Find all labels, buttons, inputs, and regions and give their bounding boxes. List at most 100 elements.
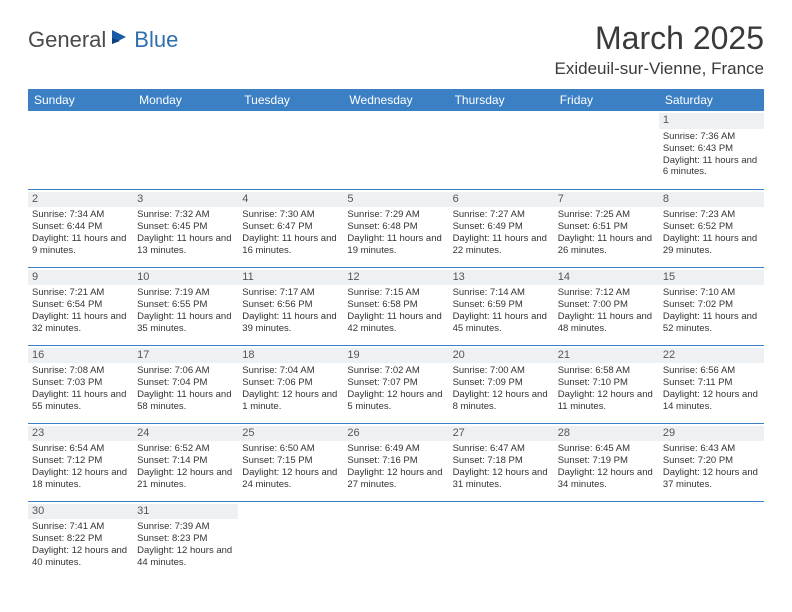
daylight-text: Daylight: 11 hours and 35 minutes. <box>137 311 234 335</box>
calendar-cell: 15Sunrise: 7:10 AMSunset: 7:02 PMDayligh… <box>659 267 764 345</box>
calendar-cell: 29Sunrise: 6:43 AMSunset: 7:20 PMDayligh… <box>659 423 764 501</box>
daylight-text: Daylight: 11 hours and 55 minutes. <box>32 389 129 413</box>
daylight-text: Daylight: 11 hours and 48 minutes. <box>558 311 655 335</box>
sunrise-text: Sunrise: 6:56 AM <box>663 365 760 377</box>
calendar-cell: 3Sunrise: 7:32 AMSunset: 6:45 PMDaylight… <box>133 189 238 267</box>
sunset-text: Sunset: 8:22 PM <box>32 533 129 545</box>
sunrise-text: Sunrise: 7:00 AM <box>453 365 550 377</box>
weekday-header: Thursday <box>449 89 554 111</box>
calendar-row: 30Sunrise: 7:41 AMSunset: 8:22 PMDayligh… <box>28 501 764 579</box>
day-number: 8 <box>659 192 764 208</box>
daylight-text: Daylight: 11 hours and 29 minutes. <box>663 233 760 257</box>
calendar-cell: 4Sunrise: 7:30 AMSunset: 6:47 PMDaylight… <box>238 189 343 267</box>
calendar-cell: 25Sunrise: 6:50 AMSunset: 7:15 PMDayligh… <box>238 423 343 501</box>
calendar-cell: 24Sunrise: 6:52 AMSunset: 7:14 PMDayligh… <box>133 423 238 501</box>
calendar-cell: 18Sunrise: 7:04 AMSunset: 7:06 PMDayligh… <box>238 345 343 423</box>
day-number: 1 <box>659 113 764 129</box>
calendar-table: Sunday Monday Tuesday Wednesday Thursday… <box>28 89 764 579</box>
day-number: 25 <box>238 426 343 442</box>
calendar-cell: 27Sunrise: 6:47 AMSunset: 7:18 PMDayligh… <box>449 423 554 501</box>
calendar-row: 23Sunrise: 6:54 AMSunset: 7:12 PMDayligh… <box>28 423 764 501</box>
sunrise-text: Sunrise: 7:34 AM <box>32 209 129 221</box>
title-block: March 2025 Exideuil-sur-Vienne, France <box>555 20 764 79</box>
daylight-text: Daylight: 11 hours and 58 minutes. <box>137 389 234 413</box>
calendar-cell: 19Sunrise: 7:02 AMSunset: 7:07 PMDayligh… <box>343 345 448 423</box>
sunset-text: Sunset: 6:58 PM <box>347 299 444 311</box>
calendar-cell: 11Sunrise: 7:17 AMSunset: 6:56 PMDayligh… <box>238 267 343 345</box>
day-number: 26 <box>343 426 448 442</box>
day-number <box>554 504 659 506</box>
sunrise-text: Sunrise: 7:30 AM <box>242 209 339 221</box>
day-number: 22 <box>659 348 764 364</box>
logo-text-blue: Blue <box>134 27 178 53</box>
day-number: 29 <box>659 426 764 442</box>
sunrise-text: Sunrise: 7:19 AM <box>137 287 234 299</box>
calendar-cell <box>554 501 659 579</box>
sunrise-text: Sunrise: 7:04 AM <box>242 365 339 377</box>
sunset-text: Sunset: 7:19 PM <box>558 455 655 467</box>
sunset-text: Sunset: 6:47 PM <box>242 221 339 233</box>
sunset-text: Sunset: 6:52 PM <box>663 221 760 233</box>
sunrise-text: Sunrise: 6:43 AM <box>663 443 760 455</box>
daylight-text: Daylight: 12 hours and 44 minutes. <box>137 545 234 569</box>
weekday-header: Sunday <box>28 89 133 111</box>
day-number: 31 <box>133 504 238 520</box>
sunrise-text: Sunrise: 7:02 AM <box>347 365 444 377</box>
sunset-text: Sunset: 6:49 PM <box>453 221 550 233</box>
day-number <box>133 113 238 115</box>
daylight-text: Daylight: 12 hours and 21 minutes. <box>137 467 234 491</box>
calendar-cell: 9Sunrise: 7:21 AMSunset: 6:54 PMDaylight… <box>28 267 133 345</box>
sunset-text: Sunset: 6:43 PM <box>663 143 760 155</box>
sunset-text: Sunset: 7:00 PM <box>558 299 655 311</box>
calendar-cell: 12Sunrise: 7:15 AMSunset: 6:58 PMDayligh… <box>343 267 448 345</box>
calendar-cell <box>449 501 554 579</box>
sunrise-text: Sunrise: 7:14 AM <box>453 287 550 299</box>
sunrise-text: Sunrise: 7:29 AM <box>347 209 444 221</box>
calendar-cell <box>28 111 133 189</box>
sunset-text: Sunset: 6:51 PM <box>558 221 655 233</box>
sunrise-text: Sunrise: 7:12 AM <box>558 287 655 299</box>
calendar-cell <box>449 111 554 189</box>
day-number: 14 <box>554 270 659 286</box>
calendar-cell: 6Sunrise: 7:27 AMSunset: 6:49 PMDaylight… <box>449 189 554 267</box>
location-label: Exideuil-sur-Vienne, France <box>555 59 764 79</box>
day-number: 24 <box>133 426 238 442</box>
daylight-text: Daylight: 12 hours and 1 minute. <box>242 389 339 413</box>
day-number <box>659 504 764 506</box>
sunset-text: Sunset: 7:20 PM <box>663 455 760 467</box>
day-number: 6 <box>449 192 554 208</box>
daylight-text: Daylight: 11 hours and 39 minutes. <box>242 311 339 335</box>
calendar-cell: 14Sunrise: 7:12 AMSunset: 7:00 PMDayligh… <box>554 267 659 345</box>
daylight-text: Daylight: 12 hours and 14 minutes. <box>663 389 760 413</box>
sunrise-text: Sunrise: 6:58 AM <box>558 365 655 377</box>
sunset-text: Sunset: 8:23 PM <box>137 533 234 545</box>
calendar-cell: 20Sunrise: 7:00 AMSunset: 7:09 PMDayligh… <box>449 345 554 423</box>
sunset-text: Sunset: 7:12 PM <box>32 455 129 467</box>
sunrise-text: Sunrise: 6:47 AM <box>453 443 550 455</box>
weekday-header-row: Sunday Monday Tuesday Wednesday Thursday… <box>28 89 764 111</box>
calendar-cell: 17Sunrise: 7:06 AMSunset: 7:04 PMDayligh… <box>133 345 238 423</box>
weekday-header: Saturday <box>659 89 764 111</box>
sunset-text: Sunset: 7:16 PM <box>347 455 444 467</box>
daylight-text: Daylight: 11 hours and 19 minutes. <box>347 233 444 257</box>
day-number: 7 <box>554 192 659 208</box>
day-number: 15 <box>659 270 764 286</box>
sunset-text: Sunset: 7:04 PM <box>137 377 234 389</box>
sunset-text: Sunset: 6:45 PM <box>137 221 234 233</box>
daylight-text: Daylight: 11 hours and 9 minutes. <box>32 233 129 257</box>
sunset-text: Sunset: 7:07 PM <box>347 377 444 389</box>
day-number: 17 <box>133 348 238 364</box>
calendar-cell <box>659 501 764 579</box>
sunrise-text: Sunrise: 7:39 AM <box>137 521 234 533</box>
daylight-text: Daylight: 11 hours and 42 minutes. <box>347 311 444 335</box>
sunrise-text: Sunrise: 7:32 AM <box>137 209 234 221</box>
day-number: 2 <box>28 192 133 208</box>
calendar-cell: 22Sunrise: 6:56 AMSunset: 7:11 PMDayligh… <box>659 345 764 423</box>
calendar-cell <box>554 111 659 189</box>
sunrise-text: Sunrise: 6:45 AM <box>558 443 655 455</box>
calendar-cell: 28Sunrise: 6:45 AMSunset: 7:19 PMDayligh… <box>554 423 659 501</box>
day-number: 28 <box>554 426 659 442</box>
weekday-header: Tuesday <box>238 89 343 111</box>
logo: General Blue <box>28 26 178 53</box>
day-number <box>238 113 343 115</box>
